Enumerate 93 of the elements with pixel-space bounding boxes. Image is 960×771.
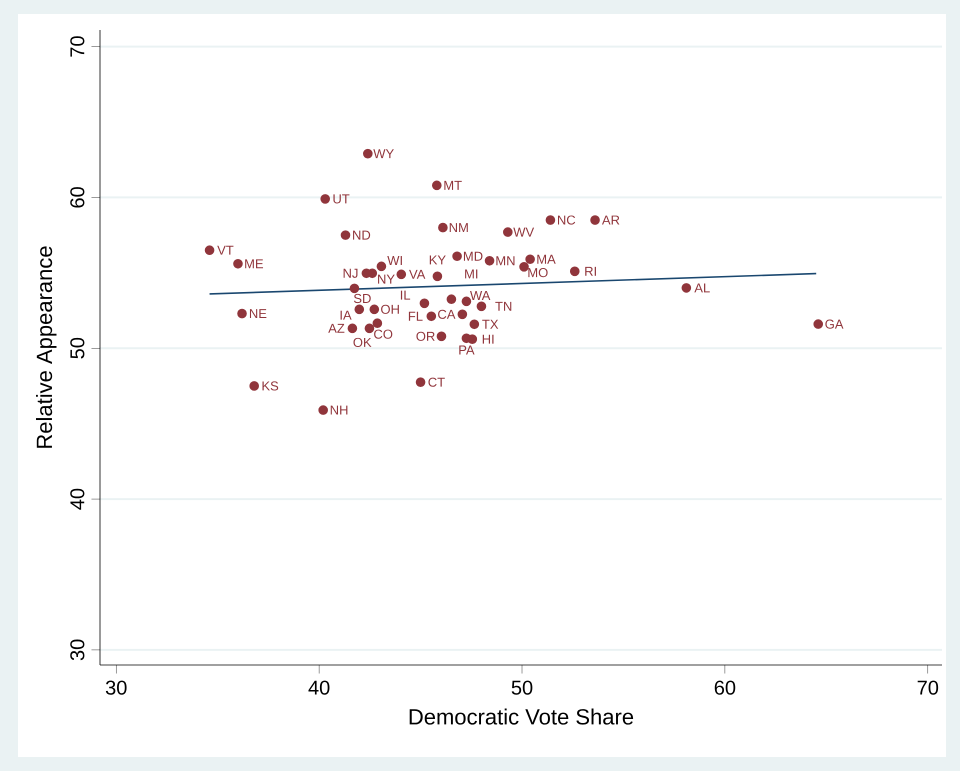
data-label: MI bbox=[465, 269, 478, 278]
point bbox=[546, 215, 556, 225]
data-label: MO bbox=[528, 268, 548, 278]
point bbox=[348, 324, 358, 334]
point bbox=[354, 304, 364, 314]
point bbox=[340, 230, 350, 240]
data-label: WI bbox=[387, 256, 402, 265]
point bbox=[372, 318, 382, 328]
data-label: OH bbox=[381, 304, 399, 314]
point bbox=[432, 272, 442, 282]
point bbox=[519, 262, 529, 272]
data-label: NM bbox=[450, 223, 468, 232]
x-tick-label: 60 bbox=[714, 680, 736, 695]
data-label: WY bbox=[373, 149, 394, 158]
data-label: VA bbox=[409, 270, 426, 279]
point bbox=[204, 245, 214, 256]
data-label: OR bbox=[416, 332, 435, 341]
point bbox=[396, 270, 406, 280]
point bbox=[416, 377, 426, 387]
point bbox=[438, 222, 448, 232]
data-label: VT bbox=[217, 246, 234, 255]
point bbox=[237, 308, 247, 318]
y-tick-label: 60 bbox=[70, 187, 84, 208]
point bbox=[420, 298, 430, 308]
data-label: TN bbox=[495, 302, 512, 311]
point bbox=[813, 319, 824, 329]
data-label: TX bbox=[482, 320, 498, 329]
point bbox=[462, 296, 472, 306]
data-label: AR bbox=[602, 216, 620, 225]
point bbox=[470, 319, 480, 330]
point bbox=[350, 284, 360, 294]
point bbox=[436, 332, 446, 342]
data-label: AL bbox=[694, 283, 710, 292]
data-label: CO bbox=[374, 330, 392, 339]
point bbox=[249, 381, 259, 391]
data-label: KS bbox=[262, 381, 278, 391]
x-tick-label: 50 bbox=[512, 680, 532, 695]
data-label: NH bbox=[330, 406, 348, 415]
data-label: MT bbox=[444, 180, 462, 190]
data-label: FL bbox=[408, 312, 423, 321]
data-label: MD bbox=[464, 252, 482, 261]
data-label: ME bbox=[245, 259, 264, 268]
point bbox=[452, 251, 462, 262]
data-label: CT bbox=[428, 378, 445, 387]
point bbox=[570, 266, 580, 276]
y-tick-label: 70 bbox=[70, 36, 84, 57]
data-label: CA bbox=[438, 310, 456, 319]
point bbox=[458, 310, 468, 320]
data-label: HI bbox=[482, 334, 494, 344]
point bbox=[484, 256, 494, 266]
point bbox=[233, 258, 243, 269]
point bbox=[446, 294, 456, 304]
point bbox=[682, 283, 692, 293]
data-label: UT bbox=[333, 194, 350, 204]
data-label: MA bbox=[537, 254, 556, 264]
x-tick-label: 70 bbox=[918, 680, 938, 695]
data-label: NC bbox=[558, 215, 576, 225]
data-label: IL bbox=[400, 290, 410, 300]
point bbox=[426, 311, 436, 322]
y-axis-title: Relative Appearance bbox=[36, 246, 56, 448]
data-label: GA bbox=[825, 320, 844, 329]
point bbox=[363, 148, 373, 158]
data-label: MN bbox=[496, 256, 514, 266]
y-tick-label: 40 bbox=[70, 488, 84, 510]
data-label: PA bbox=[459, 346, 475, 354]
data-label: WV bbox=[513, 228, 534, 237]
x-tick-label: 40 bbox=[308, 680, 330, 695]
y-tick-label: 50 bbox=[70, 338, 84, 359]
data-label: WA bbox=[470, 291, 490, 300]
data-label: ND bbox=[353, 230, 370, 240]
point bbox=[525, 254, 535, 264]
data-label: KY bbox=[430, 255, 446, 264]
point bbox=[432, 180, 442, 190]
point bbox=[318, 405, 328, 415]
x-axis-title: Democratic Vote Share bbox=[410, 708, 634, 725]
x-tick-label: 30 bbox=[106, 680, 127, 695]
point bbox=[364, 324, 374, 334]
data-label: NY bbox=[378, 274, 395, 284]
point bbox=[468, 334, 478, 344]
data-label: OK bbox=[353, 338, 372, 348]
point bbox=[590, 215, 600, 225]
point bbox=[376, 262, 386, 272]
point bbox=[476, 302, 486, 312]
data-label: SD bbox=[354, 294, 371, 304]
data-label: NE bbox=[250, 309, 266, 318]
point bbox=[370, 304, 380, 314]
point bbox=[503, 227, 513, 237]
data-label: AZ bbox=[328, 324, 344, 333]
data-label: NJ bbox=[344, 268, 358, 278]
point bbox=[320, 194, 330, 204]
data-label: IA bbox=[340, 310, 352, 320]
y-tick-label: 30 bbox=[70, 640, 84, 660]
data-label: RI bbox=[585, 266, 596, 276]
